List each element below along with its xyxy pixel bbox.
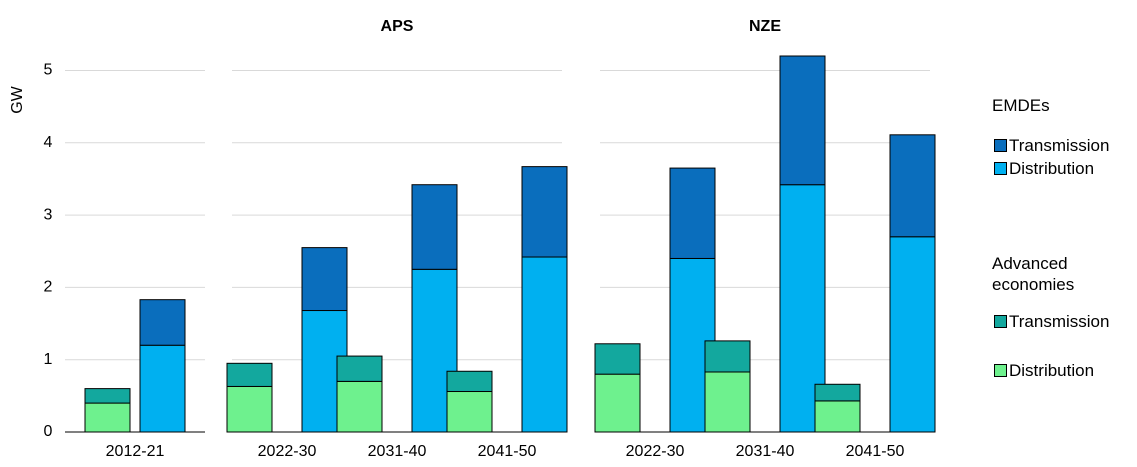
legend-label: Transmission	[1009, 136, 1110, 155]
bar-segment	[521, 256, 568, 433]
bar-segment	[84, 402, 131, 433]
bar-segment	[704, 340, 751, 373]
legend-label: Transmission	[1009, 312, 1110, 331]
bar-segment	[814, 383, 861, 402]
bar-segment	[779, 55, 826, 186]
legend-swatch	[994, 315, 1007, 328]
legend-item: Transmission	[994, 311, 1109, 332]
x-tick-label: 2012-21	[106, 443, 165, 460]
legend-item: Transmission	[994, 135, 1109, 156]
panel-title: APS	[381, 18, 414, 35]
bar-segment	[814, 400, 861, 433]
bar-segment	[226, 362, 273, 387]
legend-group: Advanced economies	[992, 254, 1075, 294]
bar-segment	[139, 344, 186, 433]
legend-label: Distribution	[1009, 361, 1095, 380]
x-tick-label: 2022-30	[626, 443, 685, 460]
bar-segment	[594, 373, 641, 433]
y-tick-label: 2	[44, 279, 53, 296]
bar-segment	[704, 371, 751, 433]
bar-segment	[889, 236, 936, 433]
x-tick-label: 2022-30	[258, 443, 317, 460]
legend-group: EMDEs	[992, 96, 1050, 115]
legend-swatch	[994, 139, 1007, 152]
bar-segment	[669, 167, 716, 259]
x-tick-label: 2041-50	[846, 443, 905, 460]
y-tick-label: 0	[44, 423, 53, 440]
legend-swatch	[994, 162, 1007, 175]
panel-title: NZE	[749, 18, 781, 35]
bar-segment	[226, 385, 273, 433]
bar-segment	[139, 299, 186, 346]
bar-segment	[521, 166, 568, 258]
legend-item: Distribution	[994, 360, 1094, 381]
x-tick-label: 2031-40	[736, 443, 795, 460]
y-tick-label: 5	[44, 62, 53, 79]
legend-item: Distribution	[994, 158, 1094, 179]
bar-segment	[889, 134, 936, 238]
bar-segment	[301, 247, 348, 312]
bar-segment	[84, 388, 131, 404]
x-tick-label: 2031-40	[368, 443, 427, 460]
bar-segment	[411, 184, 458, 270]
bar-segment	[446, 370, 493, 393]
bar-segment	[594, 343, 641, 375]
y-tick-label: 3	[44, 206, 53, 223]
y-axis-label: GW	[9, 85, 26, 113]
y-tick-label: 1	[44, 351, 53, 368]
y-tick-label: 4	[44, 134, 53, 151]
legend-label: Distribution	[1009, 159, 1095, 178]
bar-segment	[446, 391, 493, 433]
x-tick-label: 2041-50	[478, 443, 537, 460]
bar-segment	[336, 355, 383, 382]
bar-segment	[336, 380, 383, 433]
legend-swatch	[994, 364, 1007, 377]
